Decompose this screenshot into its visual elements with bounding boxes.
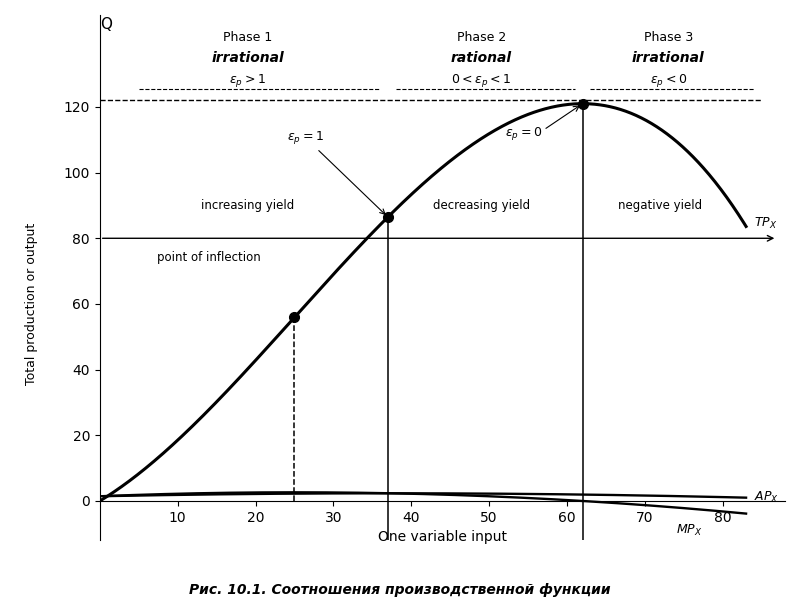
- Text: increasing yield: increasing yield: [201, 199, 294, 212]
- Text: irrational: irrational: [632, 50, 705, 65]
- Text: $AP_X$: $AP_X$: [754, 490, 778, 505]
- Text: $\varepsilon_p = 1$: $\varepsilon_p = 1$: [286, 129, 385, 214]
- Y-axis label: Total production or output: Total production or output: [25, 223, 38, 385]
- Text: Phase 1: Phase 1: [223, 31, 272, 44]
- Text: $MP_X$: $MP_X$: [676, 523, 702, 538]
- Text: Q: Q: [100, 17, 112, 32]
- Text: irrational: irrational: [211, 50, 284, 65]
- Text: decreasing yield: decreasing yield: [433, 199, 530, 212]
- Text: $\varepsilon_p = 0$: $\varepsilon_p = 0$: [505, 125, 542, 142]
- Text: point of inflection: point of inflection: [157, 251, 261, 265]
- Text: Рис. 10.1. Соотношения производственной функции: Рис. 10.1. Соотношения производственной …: [189, 583, 611, 597]
- Text: $TP_X$: $TP_X$: [754, 215, 777, 231]
- Text: Phase 2: Phase 2: [457, 31, 506, 44]
- Text: rational: rational: [450, 50, 512, 65]
- X-axis label: One variable input: One variable input: [378, 530, 507, 544]
- Text: $\varepsilon_p < 0$: $\varepsilon_p < 0$: [650, 72, 686, 89]
- Text: $\varepsilon_p > 1$: $\varepsilon_p > 1$: [230, 72, 266, 89]
- Text: negative yield: negative yield: [618, 199, 702, 212]
- Text: Phase 3: Phase 3: [643, 31, 693, 44]
- Text: $0 < \varepsilon_p < 1$: $0 < \varepsilon_p < 1$: [451, 72, 511, 89]
